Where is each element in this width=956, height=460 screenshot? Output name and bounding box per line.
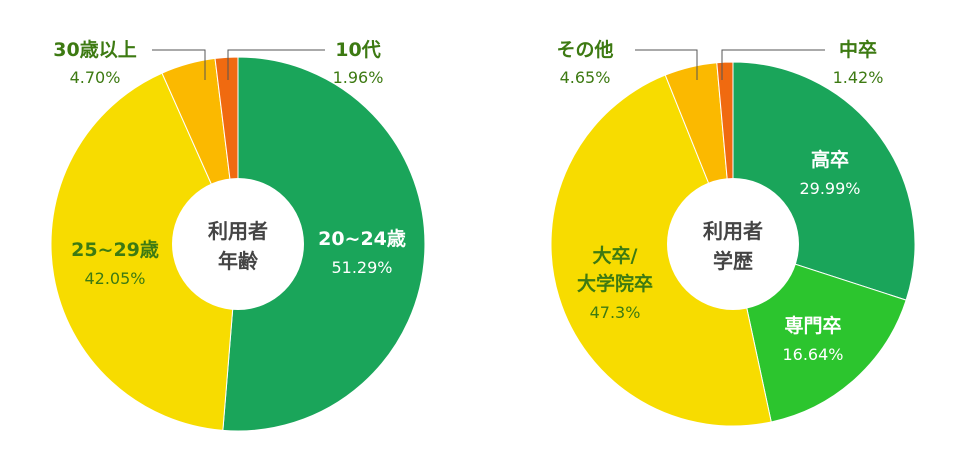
age-center-line2: 年齢: [218, 249, 259, 273]
slice-label-university-line2: 大学院卒: [577, 272, 653, 295]
slice-label-vocational: 専門卒: [784, 314, 841, 337]
leader-line-10s: [227, 49, 325, 80]
slice-label-20-24: 20~24歳: [318, 228, 406, 250]
slice-label-10s: 10代: [335, 39, 380, 61]
slice-label-university-line1: 大卒/: [593, 244, 638, 267]
slice-value-30plus: 4.70%: [70, 68, 121, 87]
slice-value-vocational: 16.64%: [782, 345, 843, 364]
slice-label-25-29: 25~29歳: [71, 239, 159, 261]
slice-label-other: その他: [556, 38, 613, 61]
donut-slice-0-0: [222, 56, 426, 432]
slice-value-other: 4.65%: [560, 68, 611, 87]
age-donut-hole: [172, 178, 304, 310]
age-center-line1: 利用者: [208, 219, 268, 243]
donut-slice-0-1: [50, 72, 239, 431]
slice-value-university: 47.3%: [590, 303, 641, 322]
education-center-line2: 学歴: [713, 249, 753, 273]
leader-line-30plus: [152, 49, 206, 80]
slice-label-high-school: 高卒: [811, 148, 849, 171]
slice-value-20-24: 51.29%: [331, 258, 392, 277]
slice-value-10s: 1.96%: [333, 68, 384, 87]
slice-value-junior-high: 1.42%: [833, 68, 884, 87]
donut-slice-1-2: [550, 74, 772, 427]
slice-label-junior-high: 中卒: [839, 38, 877, 61]
slice-label-30plus: 30歳以上: [53, 39, 136, 61]
education-donut-hole: [667, 178, 799, 310]
leader-line-junior-high: [721, 49, 825, 80]
age-donut-chart: 利用者 年齢 20~24歳 51.29% 25~29歳 42.05% 30歳以上…: [50, 39, 426, 432]
slice-value-high-school: 29.99%: [799, 179, 860, 198]
leader-line-other: [635, 49, 698, 80]
age-slices: [50, 56, 426, 432]
slice-value-25-29: 42.05%: [84, 269, 145, 288]
education-donut-chart: 利用者 学歴 高卒 29.99% 専門卒 16.64% 大卒/ 大学院卒 47.…: [550, 38, 916, 427]
education-center-line1: 利用者: [703, 219, 763, 243]
